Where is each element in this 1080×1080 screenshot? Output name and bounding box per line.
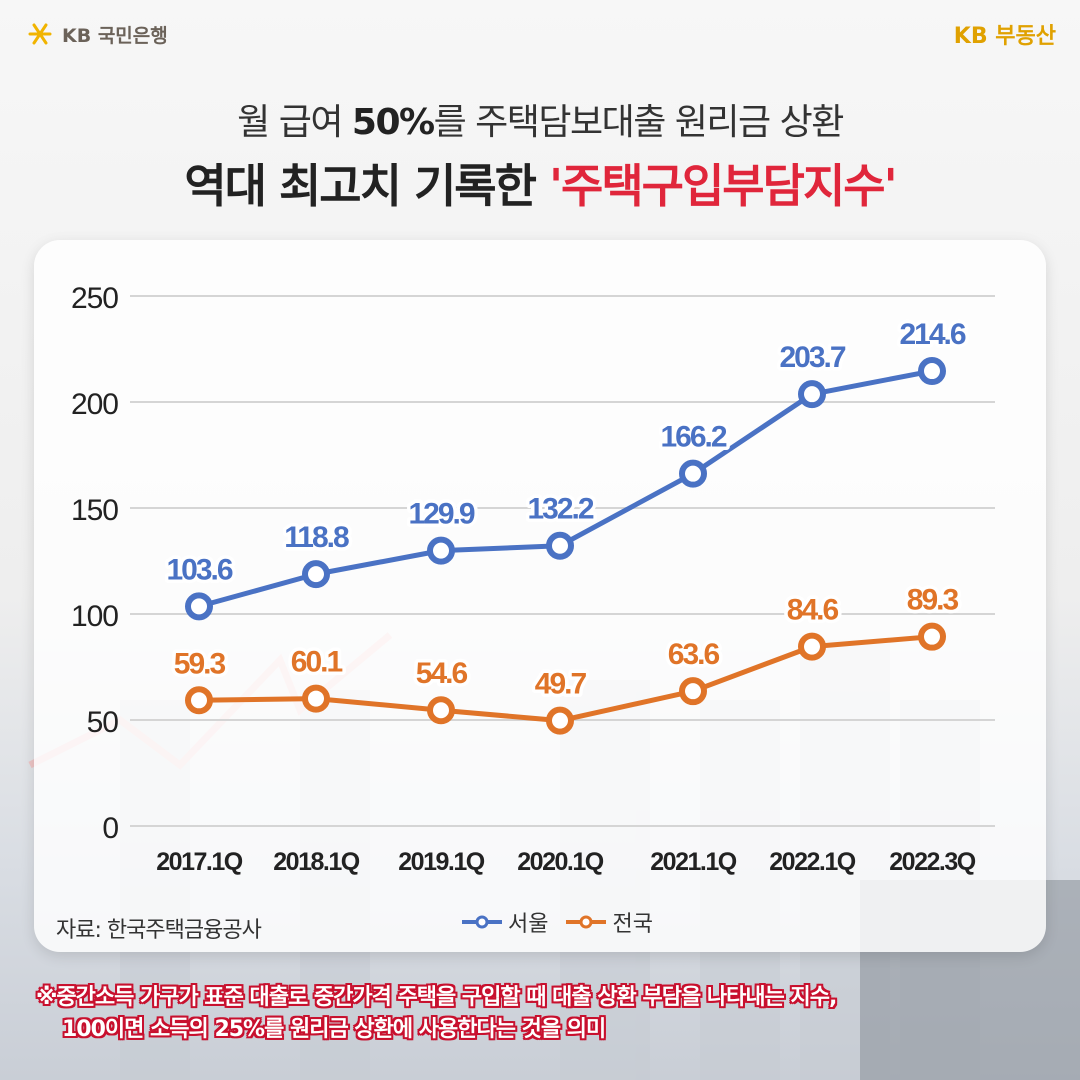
point-national-2022.1Q	[798, 632, 826, 661]
point-national-2021.1Q	[679, 677, 707, 706]
data-label-national-2022.1Q: 84.6	[787, 594, 839, 627]
y-tick-200: 200	[71, 388, 118, 421]
data-label-national-2020.1Q: 49.7	[535, 668, 587, 701]
y-tick-150: 150	[71, 494, 118, 527]
data-label-seoul-2018.1Q: 118.8	[284, 521, 349, 554]
point-national-2017.1Q	[185, 686, 213, 715]
data-label-seoul-2020.1Q: 132.2	[527, 493, 593, 526]
y-tick-250: 250	[71, 282, 118, 315]
legend-item-seoul: 서울	[460, 906, 548, 938]
y-tick-0: 0	[102, 812, 118, 845]
title-1-part-a: 월 급여	[237, 102, 352, 143]
legend-label-national: 전국	[612, 912, 653, 937]
chart-legend: 서울 전국	[460, 904, 653, 940]
point-national-2020.1Q	[546, 706, 574, 735]
x-tick-2022.1Q: 2022.1Q	[769, 848, 855, 876]
legend-swatch-national	[566, 915, 607, 929]
point-national-2022.3Q	[918, 622, 946, 651]
title-1-part-b: 를 주택담보대출 원리금 상환	[433, 102, 845, 143]
point-seoul-2019.1Q	[427, 536, 455, 565]
legend-item-national: 전국	[564, 906, 653, 938]
y-tick-100: 100	[71, 600, 118, 633]
data-label-national-2021.1Q: 63.6	[668, 638, 720, 671]
title-2-highlight: '주택구입부담지수'	[548, 159, 898, 213]
footnote-line-1: ※중간소득 가구가 표준 대출로 중간가격 주택을 구입할 때 대출 상환 부담…	[36, 985, 837, 1010]
point-seoul-2022.3Q	[918, 357, 946, 386]
x-tick-2017.1Q: 2017.1Q	[156, 848, 242, 876]
kb-star-icon	[28, 23, 52, 45]
point-national-2018.1Q	[302, 684, 330, 713]
data-label-seoul-2019.1Q: 129.9	[408, 498, 474, 531]
data-label-seoul-2021.1Q: 166.2	[660, 421, 726, 454]
footnote-line-2: 100이면 소득의 25%를 원리금 상환에 사용한다는 것을 의미	[62, 1017, 606, 1042]
legend-label-seoul: 서울	[508, 912, 549, 937]
legend-swatch-seoul	[462, 915, 502, 929]
title-line-2: 역대 최고치 기록한 '주택구입부담지수'	[0, 150, 1080, 216]
data-label-seoul-2022.1Q: 203.7	[779, 341, 845, 374]
data-label-national-2017.1Q: 59.3	[174, 647, 226, 680]
point-seoul-2018.1Q	[302, 560, 330, 589]
x-tick-2021.1Q: 2021.1Q	[650, 848, 736, 876]
point-seoul-2017.1Q	[185, 592, 213, 621]
data-label-national-2018.1Q: 60.1	[291, 646, 343, 679]
y-tick-50: 50	[87, 706, 119, 739]
kb-kookmin-label: KB 국민은행	[62, 24, 168, 47]
point-seoul-2022.1Q	[798, 380, 826, 409]
data-label-national-2022.3Q: 89.3	[907, 584, 959, 617]
point-seoul-2020.1Q	[546, 531, 574, 560]
source-note: 자료: 한국주택금융공사	[56, 918, 262, 943]
x-tick-2022.3Q: 2022.3Q	[889, 848, 975, 876]
title-2-part-a: 역대 최고치 기록한	[184, 159, 549, 213]
data-label-seoul-2017.1Q: 103.6	[166, 553, 232, 586]
title-1-bold: 50%	[351, 102, 435, 143]
x-tick-2019.1Q: 2019.1Q	[398, 848, 484, 876]
point-seoul-2021.1Q	[679, 459, 707, 488]
kb-kookmin-logo: KB 국민은행	[24, 18, 168, 50]
x-tick-2018.1Q: 2018.1Q	[273, 848, 359, 876]
footnote: ※중간소득 가구가 표준 대출로 중간가격 주택을 구입할 때 대출 상환 부담…	[36, 982, 1056, 1046]
title-line-1: 월 급여 50%를 주택담보대출 원리금 상환	[0, 93, 1080, 145]
x-tick-2020.1Q: 2020.1Q	[517, 848, 603, 876]
data-label-national-2019.1Q: 54.6	[416, 657, 468, 690]
kb-real-estate-logo: KB 부동산	[953, 24, 1056, 49]
data-label-seoul-2022.3Q: 214.6	[899, 318, 965, 351]
point-national-2019.1Q	[427, 696, 455, 725]
